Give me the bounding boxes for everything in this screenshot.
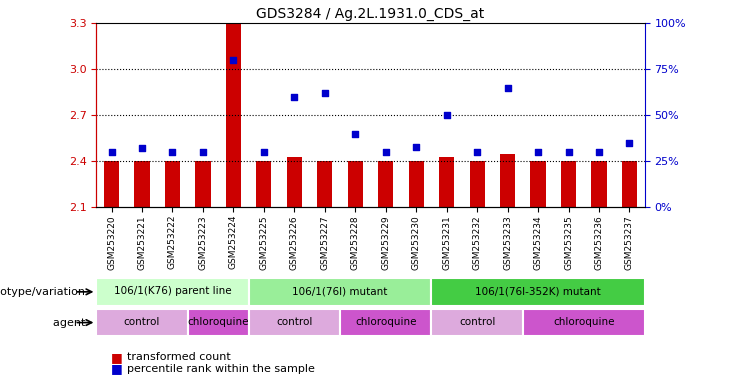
Bar <box>470 161 485 207</box>
Point <box>197 149 209 155</box>
Bar <box>340 309 431 336</box>
Point <box>349 131 361 137</box>
Bar <box>531 161 545 207</box>
Text: 106/1(76I) mutant: 106/1(76I) mutant <box>293 286 388 296</box>
Bar <box>591 161 607 207</box>
Bar <box>439 157 454 207</box>
Text: chloroquine: chloroquine <box>187 317 249 327</box>
Text: control: control <box>276 317 313 327</box>
Text: 106/1(76I-352K) mutant: 106/1(76I-352K) mutant <box>475 286 601 296</box>
Text: 106/1(K76) parent line: 106/1(K76) parent line <box>113 286 231 296</box>
Point <box>227 57 239 63</box>
Bar <box>523 309 645 336</box>
Point <box>380 149 392 155</box>
Bar <box>249 309 340 336</box>
Bar <box>226 23 241 207</box>
Bar <box>378 161 393 207</box>
Bar <box>104 161 119 207</box>
Point <box>258 149 270 155</box>
Text: control: control <box>124 317 160 327</box>
Bar <box>431 278 645 306</box>
Bar <box>96 278 249 306</box>
Point <box>471 149 483 155</box>
Point <box>502 84 514 91</box>
Point <box>441 112 453 118</box>
Bar <box>317 161 333 207</box>
Text: ■: ■ <box>111 351 123 364</box>
Point <box>288 94 300 100</box>
Point <box>623 140 635 146</box>
Bar <box>96 309 187 336</box>
Point <box>319 90 330 96</box>
Bar <box>500 154 515 207</box>
Point <box>136 145 148 151</box>
Text: ■: ■ <box>111 362 123 375</box>
Text: chloroquine: chloroquine <box>553 317 614 327</box>
Text: transformed count: transformed count <box>127 352 231 362</box>
Text: genotype/variation: genotype/variation <box>0 287 89 297</box>
Text: control: control <box>459 317 495 327</box>
Point <box>532 149 544 155</box>
Point <box>593 149 605 155</box>
Bar <box>187 309 249 336</box>
Bar <box>287 157 302 207</box>
Bar <box>134 161 150 207</box>
Point <box>411 144 422 150</box>
Point <box>167 149 179 155</box>
Bar <box>165 161 180 207</box>
Text: percentile rank within the sample: percentile rank within the sample <box>127 364 316 374</box>
Bar <box>348 161 363 207</box>
Text: agent: agent <box>53 318 89 328</box>
Point <box>106 149 118 155</box>
Bar <box>256 161 271 207</box>
Bar <box>408 161 424 207</box>
Point <box>562 149 574 155</box>
Bar <box>249 278 431 306</box>
Title: GDS3284 / Ag.2L.1931.0_CDS_at: GDS3284 / Ag.2L.1931.0_CDS_at <box>256 7 485 21</box>
Text: chloroquine: chloroquine <box>355 317 416 327</box>
Bar <box>622 161 637 207</box>
Bar <box>431 309 523 336</box>
Bar <box>561 161 576 207</box>
Bar <box>196 161 210 207</box>
